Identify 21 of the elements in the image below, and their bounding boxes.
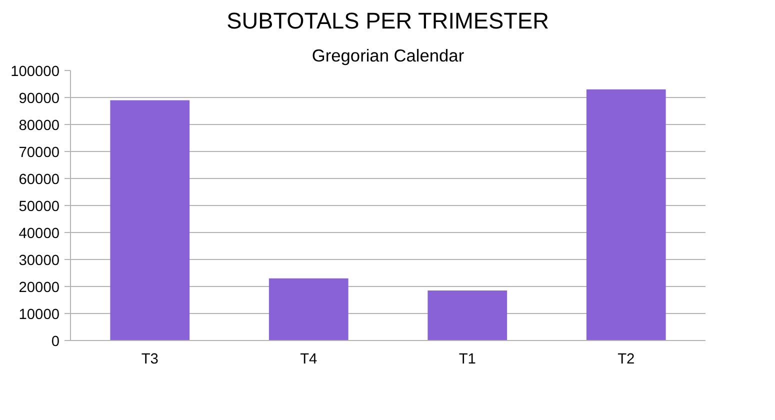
- bar: [586, 89, 666, 340]
- y-tick-label: 30000: [18, 253, 60, 269]
- x-tick-label: T3: [141, 352, 158, 368]
- y-tick-label: 60000: [18, 172, 60, 188]
- bar: [428, 290, 508, 340]
- bar: [110, 100, 190, 340]
- y-tick-label: 10000: [18, 307, 60, 323]
- y-tick-label: 70000: [18, 145, 60, 161]
- x-tick-label: T2: [618, 352, 635, 368]
- x-tick-label: T4: [300, 352, 318, 368]
- y-tick-label: 0: [51, 334, 60, 350]
- y-tick-label: 50000: [18, 199, 60, 215]
- y-tick-label: 20000: [18, 280, 60, 296]
- bar: [268, 278, 348, 340]
- y-tick-label: 40000: [18, 226, 60, 242]
- y-tick-label: 90000: [18, 91, 60, 107]
- y-tick-label: 100000: [10, 64, 60, 80]
- x-tick-label: T1: [458, 352, 476, 368]
- chart-subtitle: Gregorian Calendar: [312, 46, 464, 66]
- y-tick-label: 80000: [18, 118, 60, 134]
- chart-title: SUBTOTALS PER TRIMESTER: [226, 8, 549, 34]
